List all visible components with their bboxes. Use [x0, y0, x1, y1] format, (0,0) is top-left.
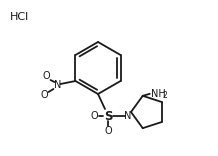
Text: O: O: [43, 71, 50, 81]
Text: O: O: [90, 111, 98, 121]
Text: O: O: [104, 126, 112, 136]
Text: 2: 2: [163, 91, 167, 100]
Text: O: O: [41, 90, 48, 100]
Text: S: S: [104, 110, 112, 122]
Text: NH: NH: [151, 89, 165, 99]
Text: HCl: HCl: [10, 12, 29, 22]
Text: N: N: [54, 80, 61, 90]
Text: N: N: [124, 111, 132, 121]
